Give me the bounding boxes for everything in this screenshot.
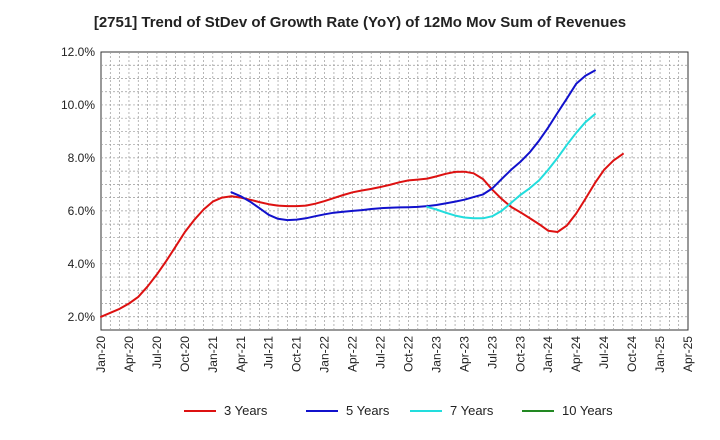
x-tick-label: Oct-23: [513, 336, 527, 372]
series-layer: [100, 69, 624, 318]
x-tick-label: Oct-20: [178, 336, 192, 372]
x-tick-label: Jul-22: [374, 336, 388, 369]
x-tick-label: Apr-25: [681, 336, 695, 372]
x-tick-label: Apr-22: [346, 336, 360, 372]
x-tick-label: Apr-20: [122, 336, 136, 372]
legend: 3 Years 5 Years 7 Years 10 Years: [184, 403, 613, 418]
y-tick-label: 10.0%: [61, 98, 95, 112]
legend-label-10-years: 10 Years: [562, 403, 613, 418]
x-tick-label: Jul-20: [150, 336, 164, 369]
y-tick-label: 2.0%: [68, 310, 96, 324]
x-tick-label: Oct-22: [401, 336, 415, 372]
chart-title: [2751] Trend of StDev of Growth Rate (Yo…: [93, 14, 627, 31]
y-tick-label: 4.0%: [68, 257, 96, 271]
x-tick-label: Apr-24: [569, 336, 583, 372]
x-tick-label: Jan-24: [541, 336, 555, 373]
x-tick-label: Jan-20: [94, 336, 108, 373]
x-tick-label: Jul-21: [262, 336, 276, 369]
y-tick-label: 8.0%: [68, 151, 96, 165]
x-axis-ticks: Jan-20 Apr-20 Jul-20 Oct-20 Jan-21 Apr-21 Jul-…: [94, 336, 695, 373]
y-axis-ticks: 2.0% 4.0% 6.0% 8.0% 10.0% 12.0%: [61, 45, 95, 324]
x-tick-label: Jan-21: [206, 336, 220, 373]
series-line-7-years: [426, 113, 596, 220]
x-tick-label: Jul-23: [485, 336, 499, 369]
x-tick-label: Oct-21: [290, 336, 304, 372]
x-tick-label: Jan-25: [653, 336, 667, 373]
series-line-5-years: [230, 69, 596, 222]
y-tick-label: 6.0%: [68, 204, 96, 218]
x-tick-label: Apr-21: [234, 336, 248, 372]
plot-frame: [100, 51, 689, 331]
series-line-3-years: [100, 152, 624, 318]
x-tick-label: Jul-24: [597, 336, 611, 369]
x-tick-label: Jan-23: [429, 336, 443, 373]
x-tick-label: Oct-24: [625, 336, 639, 372]
legend-label-3-years: 3 Years: [224, 403, 268, 418]
legend-label-5-years: 5 Years: [346, 403, 390, 418]
grid-layer: [101, 52, 688, 330]
x-tick-label: Apr-23: [457, 336, 471, 372]
y-tick-label: 12.0%: [61, 45, 95, 59]
x-tick-label: Jan-22: [318, 336, 332, 373]
legend-label-7-years: 7 Years: [450, 403, 494, 418]
